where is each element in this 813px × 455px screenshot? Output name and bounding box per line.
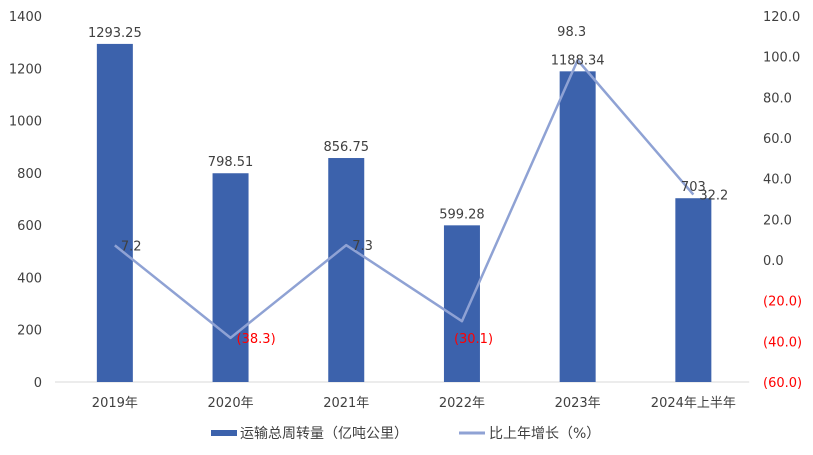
- right-axis-tick: 100.0: [763, 51, 800, 66]
- line-data-label: 32.2: [699, 189, 728, 204]
- line-data-label: 7.2: [121, 239, 142, 254]
- x-axis-tick: 2020年: [208, 396, 254, 411]
- legend-bar-swatch: [211, 430, 237, 436]
- bar: [675, 198, 712, 382]
- line-data-label: 98.3: [557, 25, 586, 40]
- legend-line-label: 比上年增长（%）: [489, 426, 600, 442]
- line-data-label: 7.3: [352, 239, 373, 254]
- bar-data-label: 856.75: [324, 140, 370, 155]
- left-axis-tick: 1200: [9, 62, 42, 77]
- left-axis-tick: 200: [17, 324, 42, 339]
- right-axis-tick: 0.0: [763, 254, 784, 269]
- right-axis-tick: 120.0: [763, 10, 800, 25]
- line-data-label: (38.3): [237, 332, 276, 347]
- right-axis-tick: 40.0: [763, 173, 792, 188]
- left-axis-tick: 600: [17, 219, 42, 234]
- bar-data-label: 703: [681, 180, 706, 195]
- right-axis-tick: 80.0: [763, 91, 792, 106]
- growth-line: [114, 58, 695, 340]
- left-axis-tick: 1000: [9, 115, 42, 130]
- right-axis-tick: (60.0): [763, 376, 802, 391]
- right-axis-tick: 20.0: [763, 213, 792, 228]
- bar-data-label: 798.51: [208, 155, 254, 170]
- x-axis-tick: 2022年: [439, 396, 485, 411]
- left-axis-tick: 400: [17, 271, 42, 286]
- bar: [212, 173, 249, 382]
- bar: [443, 225, 480, 382]
- bar: [559, 71, 596, 382]
- x-axis-tick: 2024年上半年: [651, 396, 736, 411]
- line-data-label: (30.1): [454, 332, 493, 347]
- left-axis-tick: 800: [17, 167, 42, 182]
- x-axis-tick: 2021年: [323, 396, 369, 411]
- bar: [328, 158, 365, 382]
- right-axis-tick: (40.0): [763, 335, 802, 350]
- bar-data-label: 1188.34: [551, 53, 605, 68]
- bar-data-label: 1293.25: [88, 26, 142, 41]
- right-axis-tick: 60.0: [763, 132, 792, 147]
- left-axis-tick: 1400: [9, 10, 42, 25]
- x-axis-tick: 2019年: [92, 396, 138, 411]
- legend-bar-label: 运输总周转量（亿吨公里）: [240, 426, 408, 442]
- bar-data-label: 599.28: [439, 207, 485, 222]
- bar: [96, 43, 133, 382]
- x-axis-tick: 2023年: [555, 396, 601, 411]
- left-axis-tick: 0: [34, 376, 42, 391]
- right-axis-tick: (20.0): [763, 295, 802, 310]
